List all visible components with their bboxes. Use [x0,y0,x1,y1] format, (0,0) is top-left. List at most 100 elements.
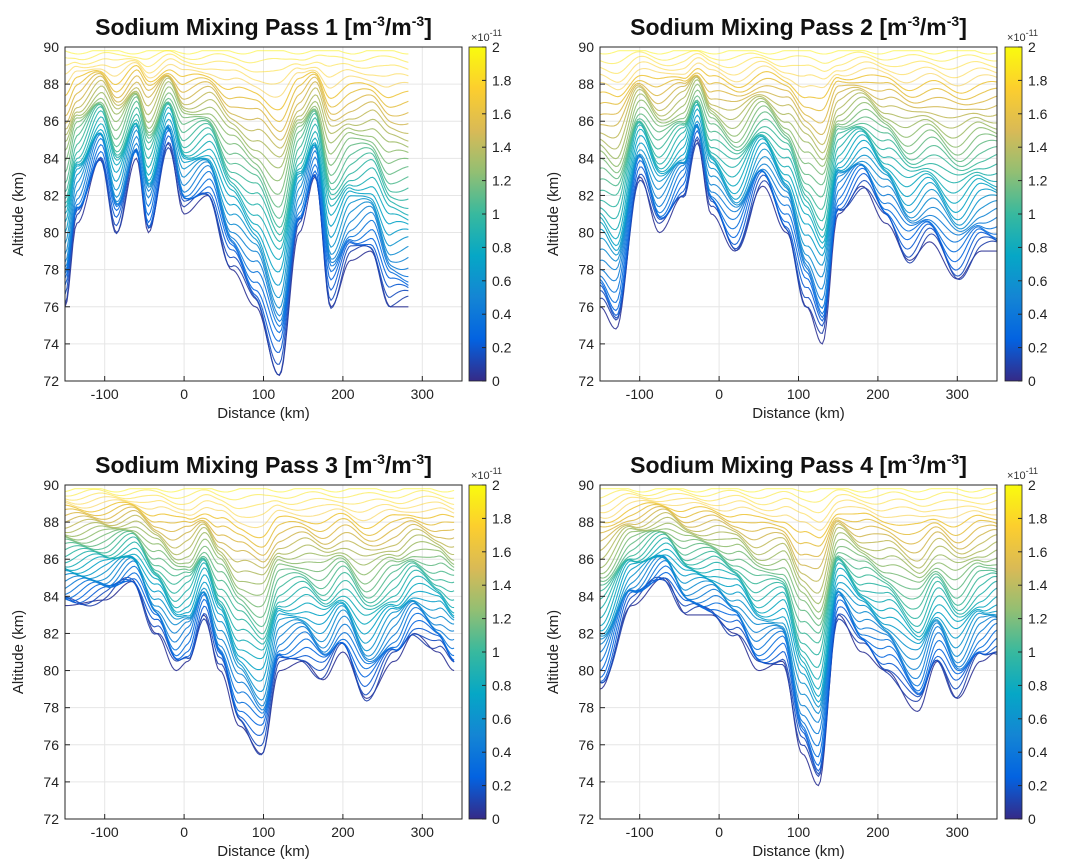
contour-line [65,536,455,640]
colorbar-tick-label: 0 [492,373,500,389]
contour-line [600,488,997,493]
contour-line [600,72,997,112]
contour-line [65,555,455,682]
contour-line [65,572,455,719]
contour-line [600,555,997,708]
contour-line [65,499,455,529]
contour-line [65,557,455,707]
contour-line [600,554,997,698]
contour-line [65,578,455,747]
contour-line [65,532,455,635]
contour-line [600,50,997,55]
contour-line [65,501,455,539]
y-tick-label: 82 [578,625,594,641]
contour-line [600,488,997,503]
contour-line [600,101,997,239]
x-tick-label: 300 [411,824,435,840]
contour-line [600,120,997,266]
colorbar-tick-label: 1.4 [1028,577,1048,593]
x-axis-label: Distance (km) [217,843,310,860]
contour-line [65,127,409,309]
y-tick-label: 74 [578,336,594,352]
contour-line [600,141,997,335]
y-axis-label: Altitude (km) [545,172,562,256]
colorbar-exponent: ×10-11 [1007,28,1038,44]
colorbar-tick-label: 0.6 [492,711,512,727]
contour-line [65,53,409,73]
x-axis-label: Distance (km) [217,405,310,422]
contour-line [65,496,455,518]
panel-2: -100 0 100 200 300 72 74 76 78 80 82 84 86 88 90 Distan… [545,13,1048,422]
contour-line [65,506,455,556]
contour-line [65,580,455,755]
contour-line [600,571,997,767]
contour-line [600,76,997,154]
contour-line [65,118,409,286]
y-tick-label: 82 [578,187,594,203]
y-axis-label: Altitude (km) [10,172,27,256]
colorbar-tick-label: 0.4 [492,744,512,760]
contour-line [65,64,409,111]
contour-line [600,554,997,723]
colorbar-tick-label: 1.8 [492,510,512,526]
contour-line [65,578,455,726]
x-tick-label: 0 [180,824,188,840]
contour-line [600,522,997,605]
colorbar-tick-label: 0 [1028,811,1036,827]
contour-line [600,528,997,613]
contour-line [65,126,409,323]
contour-line [65,102,409,236]
colorbar-tick-label: 1.8 [1028,510,1048,526]
y-tick-label: 72 [43,811,59,827]
colorbar-tick-label: 1 [1028,644,1036,660]
colorbar-tick-label: 2 [492,477,500,493]
y-tick-label: 76 [578,299,594,315]
contour-line [65,72,409,133]
y-tick-label: 74 [43,774,59,790]
colorbar-tick-label: 1.6 [492,544,512,560]
contour-line [600,50,997,65]
contour-line [65,492,455,510]
contour-line [600,75,997,135]
contour-line [600,499,997,531]
colorbar-tick-label: 1.4 [1028,139,1048,155]
chart-title: Sodium Mixing Pass 1 [m-3/m-3] [95,13,432,40]
contour-line [600,496,997,523]
contour-line [600,503,997,547]
contour-line [600,123,997,315]
y-tick-label: 86 [578,551,594,567]
chart-title: Sodium Mixing Pass 4 [m-3/m-3] [630,451,967,478]
contour-line [65,100,409,220]
y-tick-label: 86 [43,551,59,567]
x-tick-label: 100 [787,824,811,840]
contour-line [65,101,409,243]
x-tick-label: 300 [946,386,970,402]
x-tick-label: 300 [411,386,435,402]
contour-line [65,50,409,64]
contour-line [65,528,455,596]
contour-line [65,75,409,149]
contour-line [65,576,455,756]
y-tick-label: 80 [43,225,59,241]
contour-line [65,106,409,260]
colorbar-tick-label: 1.8 [492,72,512,88]
contour-line [65,514,455,569]
contour-line [600,62,997,91]
colorbar-tick-label: 0.8 [492,677,512,693]
y-tick-label: 84 [578,150,594,166]
contour-line [65,555,455,701]
contour-line [600,577,997,787]
colorbar-tick-label: 0.2 [1028,778,1048,794]
contour-line [600,125,997,301]
y-tick-label: 86 [578,113,594,129]
colorbar-tick-label: 1.2 [492,173,512,189]
x-tick-label: 300 [946,824,970,840]
contour-line [65,565,455,714]
x-axis-label: Distance (km) [752,405,845,422]
contour-line [65,129,409,342]
panel-1: -100 0 100 200 300 72 74 76 78 80 82 84 86 88 90 Distan… [10,13,512,422]
colorbar-tick-label: 2 [492,39,500,55]
contour-line [65,128,409,317]
contour-lines [65,488,455,756]
y-tick-label: 88 [43,514,59,530]
